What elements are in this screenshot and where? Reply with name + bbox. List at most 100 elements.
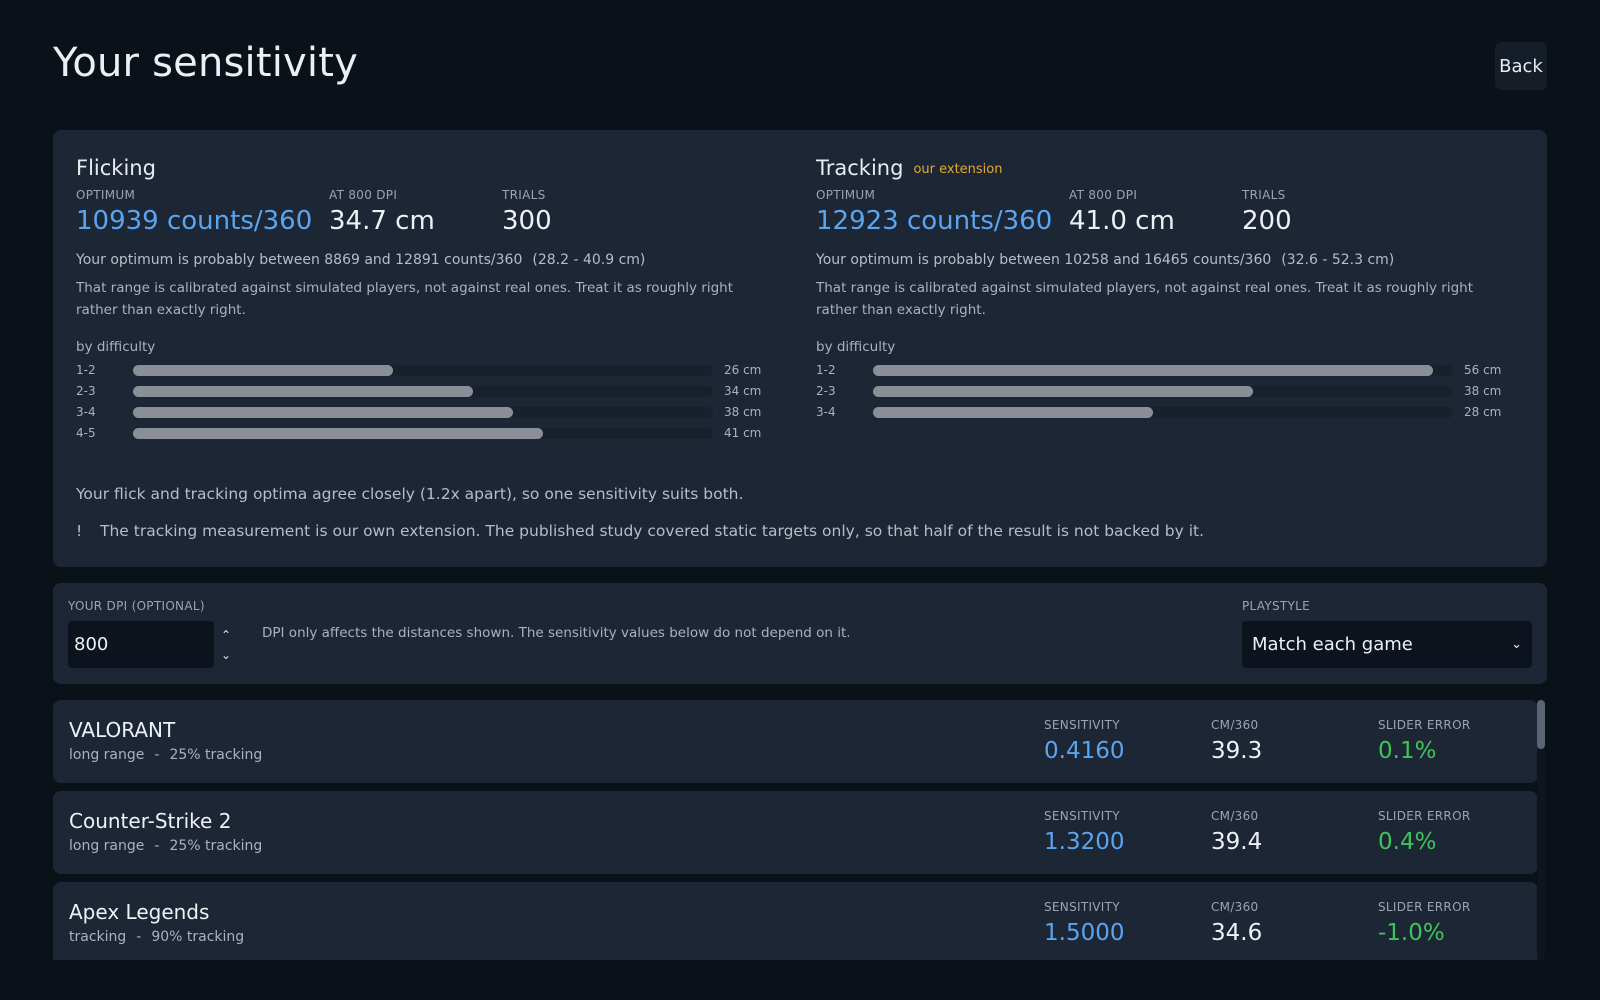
flicking-range-text: Your optimum is probably between 8869 an…	[76, 252, 523, 268]
tracking-calibration-note: That range is calibrated against simulat…	[816, 280, 1474, 318]
meta-separator: -	[154, 838, 160, 854]
scrollbar[interactable]	[1537, 700, 1545, 960]
game-slider-error: SLIDER ERROR 0.4%	[1378, 809, 1470, 855]
dpi-input[interactable]	[68, 621, 214, 668]
flicking-title: Flicking	[76, 156, 156, 180]
page-title: Your sensitivity	[53, 40, 358, 86]
back-button[interactable]: Back	[1495, 42, 1547, 90]
difficulty-label: 4-5	[76, 426, 96, 440]
difficulty-bar-track	[133, 386, 713, 397]
tracking-distance: AT 800 DPI 41.0 cm	[1069, 188, 1175, 236]
tracking-range-text: Your optimum is probably between 10258 a…	[816, 252, 1272, 268]
sensitivity-label: SENSITIVITY	[1044, 900, 1120, 914]
flicking-distance: AT 800 DPI 34.7 cm	[329, 188, 435, 236]
game-range: tracking	[69, 929, 127, 945]
slider-error-value: 0.1%	[1378, 738, 1437, 764]
slider-error-value: 0.4%	[1378, 829, 1437, 855]
difficulty-value: 38 cm	[1464, 384, 1502, 398]
results-panel: Flicking OPTIMUM 10939 counts/360 AT 800…	[53, 130, 1547, 567]
difficulty-bar-track	[873, 365, 1453, 376]
tracking-range: Your optimum is probably between 10258 a…	[816, 252, 1516, 268]
tracking-trials: TRIALS 200	[1242, 188, 1292, 236]
game-slider-error: SLIDER ERROR 0.1%	[1378, 718, 1470, 764]
sensitivity-value: 0.4160	[1044, 738, 1125, 764]
difficulty-label: 1-2	[816, 363, 836, 377]
sensitivity-label: SENSITIVITY	[1044, 718, 1120, 732]
flicking-distance-label: AT 800 DPI	[329, 188, 398, 202]
dpi-note: DPI only affects the distances shown. Th…	[262, 625, 851, 641]
game-sensitivity: SENSITIVITY 1.5000	[1044, 900, 1124, 946]
game-card-valorant[interactable]: VALORANT long range -25% tracking SENSITI…	[53, 700, 1538, 783]
difficulty-bar	[133, 386, 473, 397]
difficulty-value: 38 cm	[724, 405, 762, 419]
dpi-stepper[interactable]: ⌃ ⌄	[214, 621, 238, 668]
tracking-range-cm: (32.6 - 52.3 cm)	[1281, 252, 1395, 268]
sensitivity-label: SENSITIVITY	[1044, 809, 1120, 823]
tracking-optimum: OPTIMUM 12923 counts/360	[816, 188, 1052, 236]
playstyle-select[interactable]: Match each game ⌄	[1242, 621, 1532, 668]
game-name: VALORANT	[69, 718, 176, 742]
cm360-value: 39.3	[1211, 738, 1263, 764]
meta-separator: -	[136, 929, 142, 945]
scrollbar-thumb[interactable]	[1537, 700, 1545, 749]
game-sensitivity: SENSITIVITY 0.4160	[1044, 718, 1124, 764]
difficulty-bar-track	[133, 365, 713, 376]
difficulty-bar	[133, 428, 543, 439]
game-name: Counter-Strike 2	[69, 809, 232, 833]
tracking-trials-value: 200	[1242, 206, 1292, 236]
difficulty-value: 26 cm	[724, 363, 762, 377]
cm360-label: CM/360	[1211, 809, 1259, 823]
difficulty-label: 2-3	[76, 384, 96, 398]
flicking-heading: Flicking	[76, 154, 776, 182]
slider-error-label: SLIDER ERROR	[1378, 809, 1471, 823]
difficulty-bar	[133, 365, 393, 376]
agreement-text: Your flick and tracking optima agree clo…	[76, 485, 744, 503]
cm360-value: 34.6	[1211, 920, 1263, 946]
tracking-by-difficulty-label: by difficulty	[816, 339, 896, 355]
game-tracking: 25% tracking	[169, 838, 263, 854]
game-meta: long range -25% tracking	[69, 838, 262, 854]
flicking-range: Your optimum is probably between 8869 an…	[76, 252, 776, 268]
tracking-stats: OPTIMUM 12923 counts/360 AT 800 DPI 41.0…	[816, 188, 1516, 244]
difficulty-bar	[873, 365, 1433, 376]
tracking-optimum-value: 12923 counts/360	[816, 206, 1053, 236]
tracking-column: Tracking our extension OPTIMUM 12923 coun…	[816, 154, 1516, 424]
game-cm360: CM/360 39.4	[1211, 809, 1262, 855]
chevron-down-icon[interactable]: ⌄	[220, 647, 232, 662]
game-card-counter-strike-2[interactable]: Counter-Strike 2 long range -25% tracking…	[53, 791, 1538, 874]
flicking-distance-value: 34.7 cm	[329, 206, 435, 236]
flicking-optimum: OPTIMUM 10939 counts/360	[76, 188, 312, 236]
extension-tag: our extension	[913, 162, 1003, 177]
game-name: Apex Legends	[69, 900, 210, 924]
tracking-difficulty-bars: 1-2 56 cm 2-3 38 cm 3-4 28 cm	[816, 361, 1516, 424]
chevron-down-icon: ⌄	[1511, 637, 1522, 652]
difficulty-value: 34 cm	[724, 384, 762, 398]
game-tracking: 25% tracking	[169, 747, 263, 763]
flicking-trials-label: TRIALS	[502, 188, 546, 202]
dpi-settings-panel: YOUR DPI (OPTIONAL) ⌃ ⌄ DPI only affects…	[53, 583, 1547, 684]
game-card-apex-legends[interactable]: Apex Legends tracking -90% tracking SENSI…	[53, 882, 1538, 960]
flicking-column: Flicking OPTIMUM 10939 counts/360 AT 800…	[76, 154, 776, 445]
difficulty-label: 3-4	[76, 405, 96, 419]
game-meta: tracking -90% tracking	[69, 929, 244, 945]
tracking-distance-value: 41.0 cm	[1069, 206, 1175, 236]
sensitivity-value: 1.5000	[1044, 920, 1125, 946]
chevron-up-icon[interactable]: ⌃	[220, 627, 232, 642]
difficulty-value: 28 cm	[1464, 405, 1502, 419]
cm360-label: CM/360	[1211, 718, 1259, 732]
game-list[interactable]: VALORANT long range -25% tracking SENSITI…	[53, 700, 1547, 960]
game-cm360: CM/360 34.6	[1211, 900, 1262, 946]
flicking-stats: OPTIMUM 10939 counts/360 AT 800 DPI 34.7…	[76, 188, 776, 244]
tracking-title: Tracking	[816, 156, 904, 180]
tracking-optimum-label: OPTIMUM	[816, 188, 876, 202]
slider-error-label: SLIDER ERROR	[1378, 900, 1471, 914]
playstyle-label: PLAYSTYLE	[1242, 599, 1311, 613]
tracking-heading: Tracking our extension	[816, 154, 1516, 182]
playstyle-value: Match each game	[1252, 634, 1413, 655]
difficulty-row: 2-3 34 cm	[76, 382, 776, 403]
flicking-optimum-value: 10939 counts/360	[76, 206, 313, 236]
tracking-distance-label: AT 800 DPI	[1069, 188, 1138, 202]
slider-error-label: SLIDER ERROR	[1378, 718, 1471, 732]
difficulty-row: 1-2 56 cm	[816, 361, 1516, 382]
cm360-value: 39.4	[1211, 829, 1263, 855]
